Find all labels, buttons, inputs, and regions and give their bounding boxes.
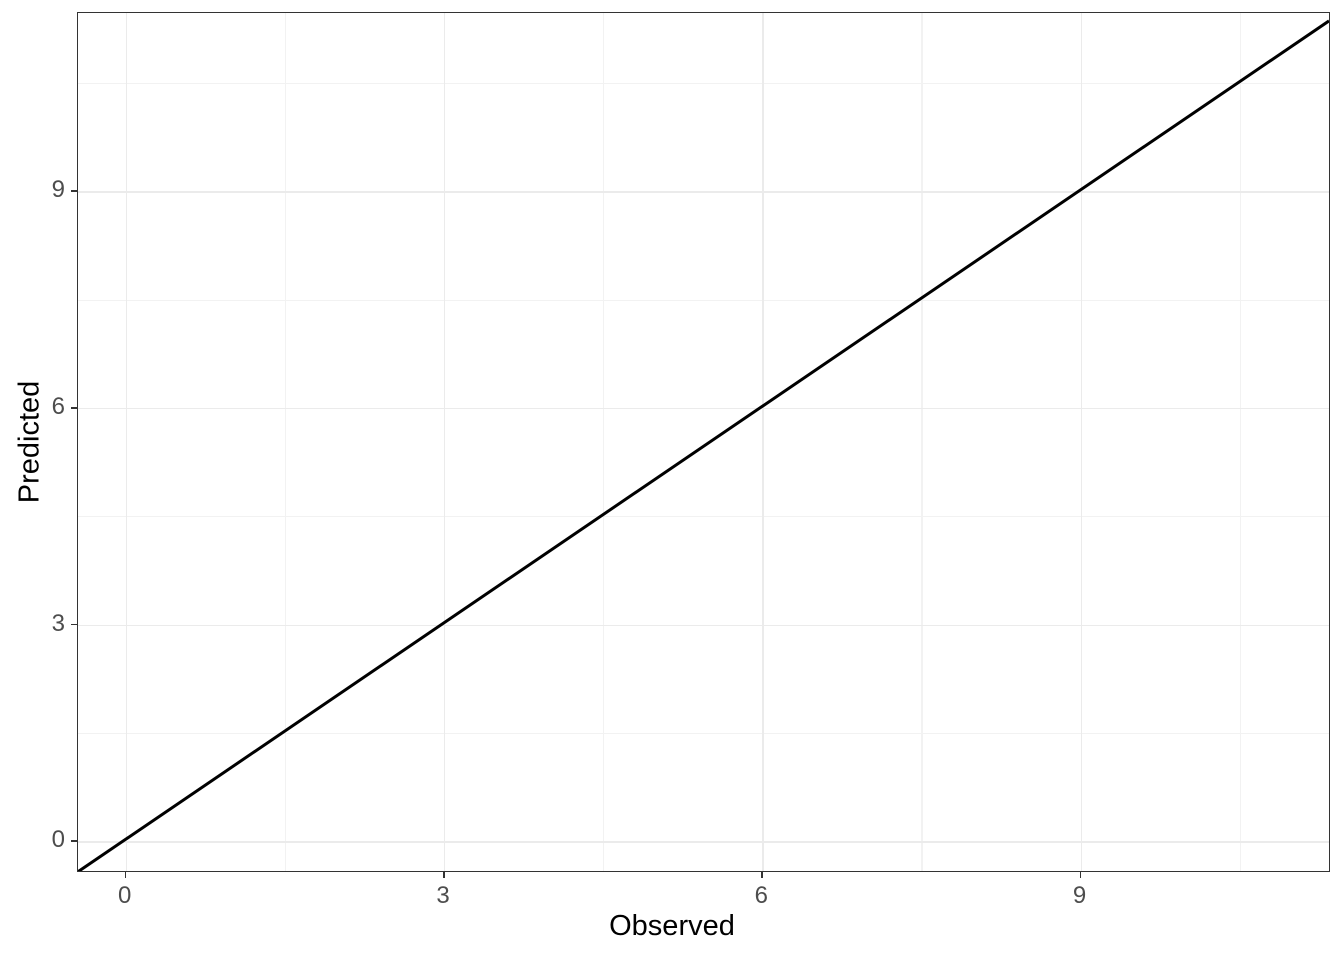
x-tick-label: 6 [754,882,768,909]
minor-gridline-horizontal [78,516,1329,518]
y-tick-label: 9 [51,176,65,204]
y-tick-label: 6 [51,392,65,420]
minor-gridline-vertical [603,13,605,871]
data-layer [78,13,1329,871]
x-tick-mark [124,872,127,878]
major-gridline-horizontal [78,624,1329,626]
y-tick-mark [71,840,77,842]
major-gridline-horizontal [78,191,1329,193]
x-tick-mark [1079,872,1082,878]
x-tick-mark [761,872,763,878]
minor-gridline-vertical [1239,13,1241,871]
y-axis-title: Predicted [13,380,46,504]
y-tick-label: 0 [51,826,65,854]
minor-gridline-vertical [921,13,923,871]
identity-line-path [78,21,1329,871]
major-gridline-vertical [125,13,128,871]
major-gridline-vertical [444,13,446,871]
y-tick-mark [71,623,77,626]
minor-gridline-horizontal [78,299,1329,301]
major-gridline-vertical [762,13,764,871]
minor-gridline-horizontal [78,83,1329,85]
y-tick-mark [71,406,77,409]
plot-panel [77,12,1330,872]
x-tick-label: 0 [118,882,132,909]
major-gridline-vertical [1080,13,1082,871]
grid-layer [78,13,1329,871]
x-tick-label: 3 [436,882,450,909]
x-axis-title: Observed [609,910,735,942]
minor-gridline-horizontal [78,732,1329,734]
x-tick-mark [443,872,445,878]
x-tick-label: 9 [1072,882,1087,909]
minor-gridline-vertical [284,13,286,871]
y-tick-label: 3 [51,609,65,637]
major-gridline-horizontal [78,407,1329,410]
y-tick-mark [71,190,77,192]
major-gridline-horizontal [78,841,1329,843]
